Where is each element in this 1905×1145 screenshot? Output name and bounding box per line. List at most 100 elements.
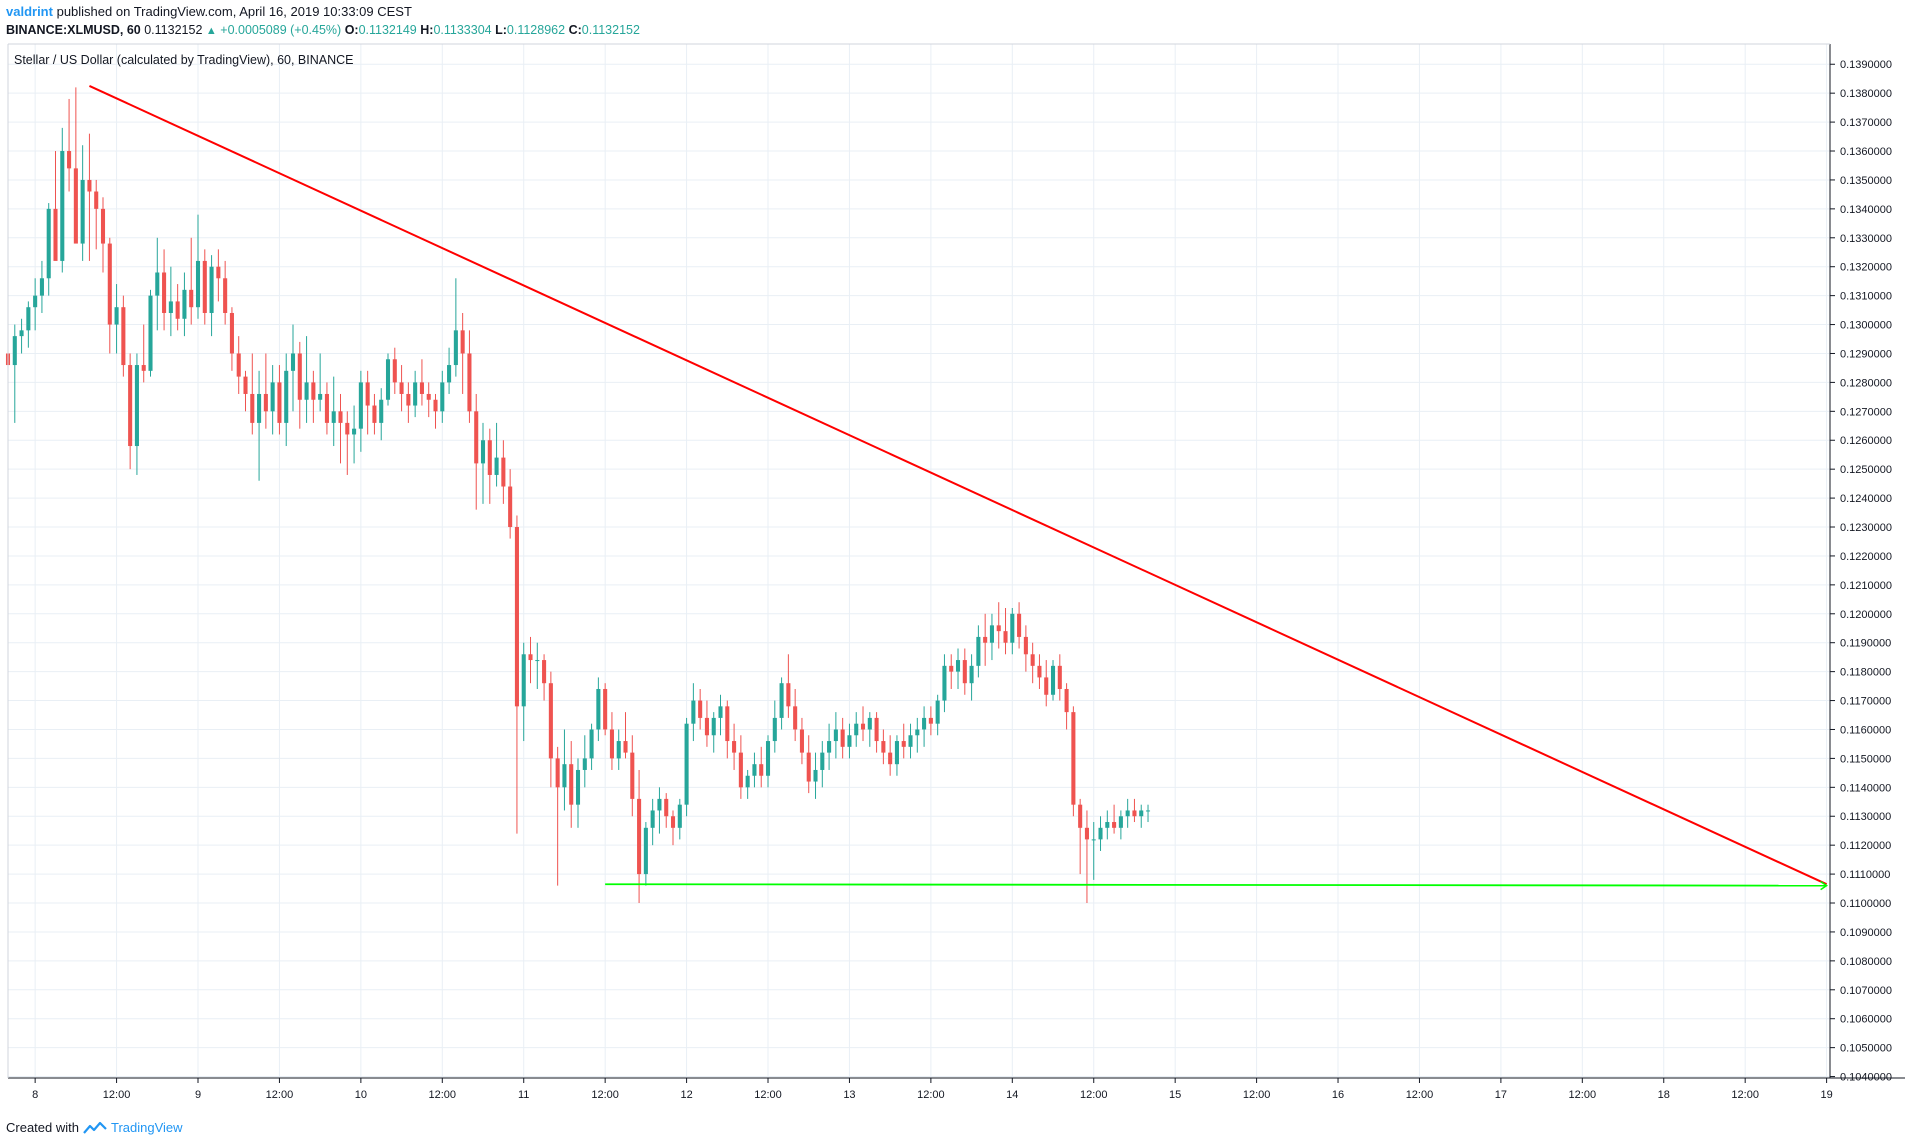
x-tick-label: 12:00 <box>266 1089 294 1101</box>
candle-down <box>243 376 248 394</box>
candle-down <box>1037 665 1042 678</box>
candle-up <box>643 827 648 875</box>
candle-up <box>765 741 771 776</box>
publish-text: published on TradingView.com, April 16, … <box>56 4 412 19</box>
candle-up <box>820 752 825 770</box>
candle-down <box>1044 677 1049 695</box>
candle-down <box>514 527 519 707</box>
tradingview-brand[interactable]: TradingView <box>110 1120 183 1135</box>
candle-down <box>1071 712 1076 805</box>
candle-down <box>528 654 533 661</box>
tradingview-logo-icon <box>83 1121 107 1134</box>
candle-up <box>413 382 418 406</box>
candle-up <box>650 810 655 828</box>
candle-down <box>759 764 764 776</box>
close-label: C: <box>568 23 582 37</box>
candle-up <box>148 295 153 371</box>
x-tick-label: 9 <box>195 1089 201 1101</box>
candle-up <box>854 723 859 736</box>
y-tick-label: 0.1080000 <box>1840 956 1892 968</box>
candle-down <box>433 399 438 412</box>
candle-down <box>467 353 472 412</box>
x-tick-label: 12:00 <box>103 1089 131 1101</box>
candle-down <box>793 706 798 730</box>
candle-up <box>1105 822 1110 828</box>
candle-down <box>128 365 133 447</box>
candle-down <box>399 382 404 394</box>
y-tick-label: 0.1160000 <box>1840 724 1891 736</box>
candle-up <box>575 769 581 805</box>
candle-up <box>155 272 160 296</box>
candle-down <box>1112 822 1117 828</box>
y-tick-label: 0.1220000 <box>1840 551 1892 563</box>
candle-down <box>263 393 268 412</box>
candle-up <box>677 804 682 828</box>
y-tick-label: 0.1190000 <box>1840 638 1891 650</box>
candle-down <box>725 706 730 742</box>
y-tick-label: 0.1130000 <box>1840 811 1891 823</box>
candle-down <box>141 365 146 371</box>
candle-up <box>39 278 44 296</box>
candle-up <box>827 741 832 753</box>
low-label: L: <box>495 23 507 37</box>
candle-down <box>603 688 608 730</box>
x-tick-label: 12 <box>680 1089 692 1101</box>
resistance-trendline[interactable] <box>89 85 1828 886</box>
candle-down <box>229 312 234 354</box>
author-link[interactable]: valdrint <box>6 4 53 19</box>
candle-down <box>223 278 228 313</box>
y-tick-label: 0.1300000 <box>1840 320 1892 332</box>
candle-up <box>616 741 621 759</box>
candle-down <box>426 393 431 400</box>
candle-up <box>813 769 818 782</box>
y-tick-label: 0.1280000 <box>1840 377 1892 389</box>
candle-down <box>928 717 933 724</box>
candle-up <box>304 382 309 400</box>
y-tick-label: 0.1110000 <box>1840 869 1890 881</box>
candle-up <box>589 729 594 759</box>
candle-down <box>73 168 78 244</box>
candle-down <box>840 729 845 747</box>
candle-up <box>779 683 784 718</box>
candle-down <box>630 752 635 799</box>
y-tick-label: 0.1140000 <box>1840 782 1891 794</box>
candle-down <box>664 798 669 817</box>
candle-down <box>698 700 703 718</box>
x-tick-label: 17 <box>1495 1089 1507 1101</box>
x-tick-label: 12:00 <box>917 1089 945 1101</box>
candle-up <box>582 758 587 770</box>
candle-down <box>277 382 282 423</box>
candle-up <box>1098 827 1103 840</box>
candle-up <box>969 665 974 684</box>
candle-up <box>494 457 499 475</box>
candle-up <box>358 382 363 429</box>
high-value: 0.1133304 <box>433 23 492 37</box>
candle-down <box>236 353 241 377</box>
x-tick-label: 12:00 <box>591 1089 619 1101</box>
candle-down <box>548 683 553 759</box>
candle-down <box>121 307 126 366</box>
candle-down <box>216 266 221 279</box>
x-tick-label: 19 <box>1820 1089 1832 1101</box>
y-tick-label: 0.1260000 <box>1840 435 1892 447</box>
y-tick-label: 0.1290000 <box>1840 348 1892 360</box>
candle-down <box>94 191 99 209</box>
chart-legend-title: Stellar / US Dollar (calculated by Tradi… <box>14 53 354 67</box>
candle-up <box>114 307 119 325</box>
candle-up <box>270 382 275 412</box>
plot-area[interactable] <box>8 44 1830 1078</box>
support-line[interactable] <box>605 883 1827 887</box>
y-tick-label: 0.1040000 <box>1840 1072 1892 1084</box>
y-tick-label: 0.1070000 <box>1840 985 1892 997</box>
candle-down <box>406 393 411 406</box>
x-tick-label: 12:00 <box>429 1089 457 1101</box>
created-with-text: Created with <box>6 1120 79 1135</box>
y-tick-label: 0.1100000 <box>1840 898 1891 910</box>
candle-up <box>1125 810 1130 817</box>
candle-up <box>284 370 289 423</box>
candle-up <box>752 764 757 776</box>
x-tick-label: 8 <box>32 1089 38 1101</box>
candle-up <box>195 260 201 308</box>
symbol-label: BINANCE:XLMUSD, 60 <box>6 23 141 37</box>
